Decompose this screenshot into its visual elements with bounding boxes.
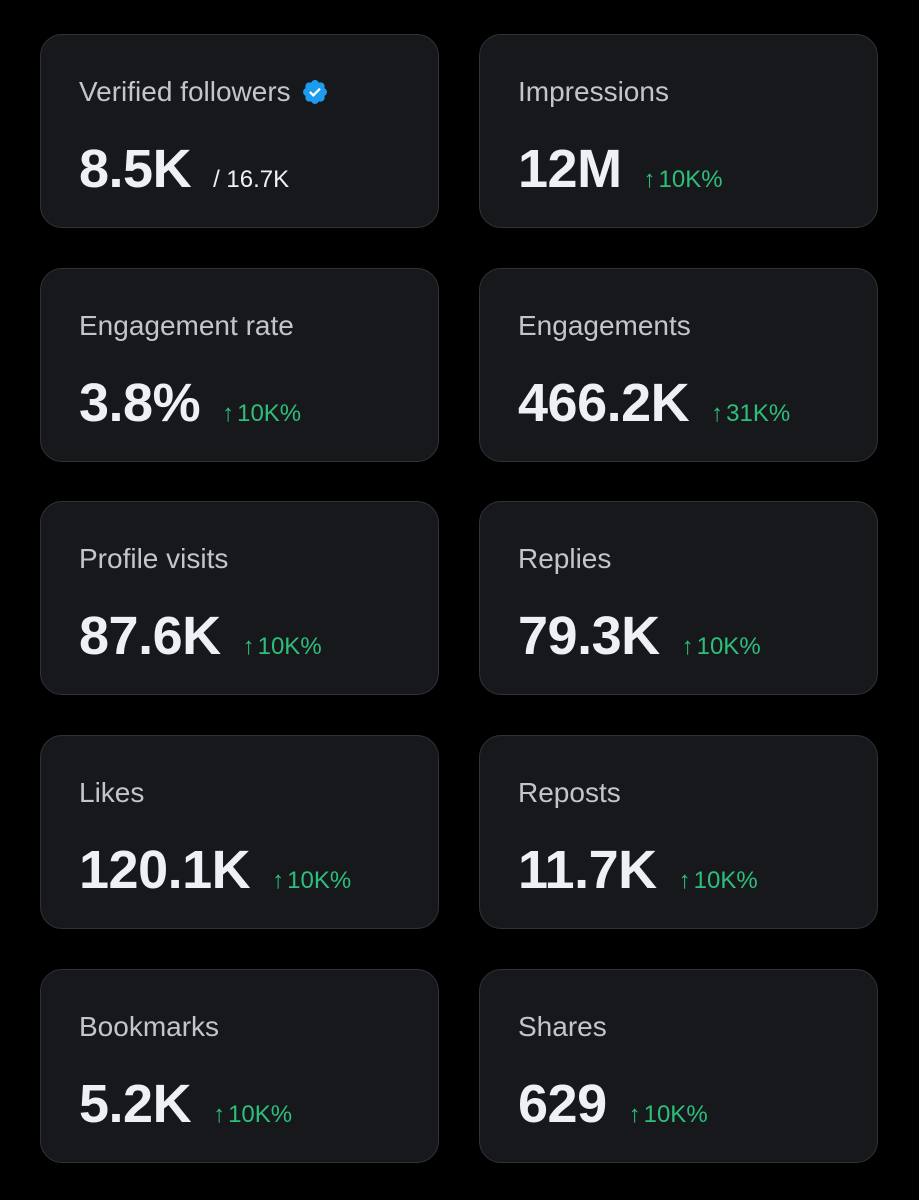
- metric-card-bookmarks[interactable]: Bookmarks 5.2K ↑ 10K%: [40, 969, 439, 1163]
- arrow-up-icon: ↑: [643, 166, 656, 193]
- arrow-up-icon: ↑: [678, 867, 691, 894]
- metric-title: Reposts: [518, 777, 621, 808]
- metric-change: ↑ 10K%: [679, 867, 758, 895]
- arrow-up-icon: ↑: [628, 1101, 641, 1128]
- metric-card-likes[interactable]: Likes 120.1K ↑ 10K%: [40, 735, 439, 929]
- metric-change: ↑ 10K%: [243, 633, 322, 661]
- arrow-up-icon: ↑: [213, 1101, 226, 1128]
- metric-title: Shares: [518, 1011, 607, 1042]
- metric-value-row: 8.5K / 16.7K: [79, 139, 289, 199]
- metric-value: 8.5K: [79, 139, 192, 199]
- metric-value: 87.6K: [79, 606, 221, 666]
- metric-change: ↑ 10K%: [629, 1101, 708, 1129]
- metric-title: Profile visits: [79, 543, 229, 574]
- metric-title: Impressions: [518, 76, 669, 107]
- metric-title: Bookmarks: [79, 1011, 220, 1042]
- metric-card-reposts[interactable]: Reposts 11.7K ↑ 10K%: [479, 735, 878, 929]
- metric-value: 79.3K: [518, 606, 660, 666]
- metric-change-value: 10K%: [696, 633, 761, 660]
- metric-title-row: Verified followers: [79, 75, 329, 109]
- metric-value-row: 87.6K ↑ 10K%: [79, 606, 322, 666]
- metric-value-row: 12M ↑ 10K%: [518, 139, 723, 199]
- metric-card-profile-visits[interactable]: Profile visits 87.6K ↑ 10K%: [40, 501, 439, 695]
- metric-card-engagements[interactable]: Engagements 466.2K ↑ 31K%: [479, 268, 878, 462]
- metric-card-impressions[interactable]: Impressions 12M ↑ 10K%: [479, 34, 878, 228]
- metric-value: 120.1K: [79, 840, 251, 900]
- metric-title: Engagements: [518, 310, 691, 341]
- metric-value: 629: [518, 1074, 607, 1134]
- metric-change: ↑ 10K%: [682, 633, 761, 661]
- metric-change: ↑ 31K%: [711, 400, 790, 428]
- metric-title: Verified followers: [79, 76, 291, 107]
- metric-value: 466.2K: [518, 373, 690, 433]
- metric-title: Engagement rate: [79, 310, 294, 341]
- metric-change: ↑ 10K%: [213, 1101, 292, 1129]
- arrow-up-icon: ↑: [272, 867, 285, 894]
- metric-title: Likes: [79, 777, 145, 808]
- metric-change: ↑ 10K%: [272, 867, 351, 895]
- metric-value: 12M: [518, 139, 622, 199]
- metric-change-value: 10K%: [658, 166, 723, 193]
- metric-change-value: 10K%: [237, 400, 302, 427]
- metric-value-row: 3.8% ↑ 10K%: [79, 373, 301, 433]
- metric-title: Replies: [518, 543, 612, 574]
- metric-card-verified-followers[interactable]: Verified followers 8.5K / 16.7K: [40, 34, 439, 228]
- metric-change: ↑ 10K%: [222, 400, 301, 428]
- metric-change-value: 10K%: [693, 867, 758, 894]
- arrow-up-icon: ↑: [681, 633, 694, 660]
- metric-value-row: 5.2K ↑ 10K%: [79, 1074, 292, 1134]
- arrow-up-icon: ↑: [711, 400, 724, 427]
- metric-value-row: 11.7K ↑ 10K%: [518, 840, 758, 900]
- arrow-up-icon: ↑: [222, 400, 235, 427]
- metric-value-row: 79.3K ↑ 10K%: [518, 606, 761, 666]
- metric-value: 5.2K: [79, 1074, 192, 1134]
- arrow-up-icon: ↑: [242, 633, 255, 660]
- metric-change-value: 10K%: [643, 1101, 708, 1128]
- metric-card-engagement-rate[interactable]: Engagement rate 3.8% ↑ 10K%: [40, 268, 439, 462]
- verified-badge-icon: [302, 80, 327, 104]
- metric-change-value: 10K%: [257, 633, 322, 660]
- metric-change: ↑ 10K%: [644, 166, 723, 194]
- metric-change-value: 10K%: [287, 867, 352, 894]
- metric-change-value: 10K%: [228, 1101, 293, 1128]
- metric-value: 11.7K: [518, 840, 657, 900]
- metric-card-replies[interactable]: Replies 79.3K ↑ 10K%: [479, 501, 878, 695]
- metric-change-value: 31K%: [726, 400, 791, 427]
- metric-value: 3.8%: [79, 373, 201, 433]
- metric-value-row: 466.2K ↑ 31K%: [518, 373, 790, 433]
- metric-value-row: 629 ↑ 10K%: [518, 1074, 708, 1134]
- metric-card-shares[interactable]: Shares 629 ↑ 10K%: [479, 969, 878, 1163]
- metric-total: / 16.7K: [213, 166, 290, 193]
- metric-value-row: 120.1K ↑ 10K%: [79, 840, 351, 900]
